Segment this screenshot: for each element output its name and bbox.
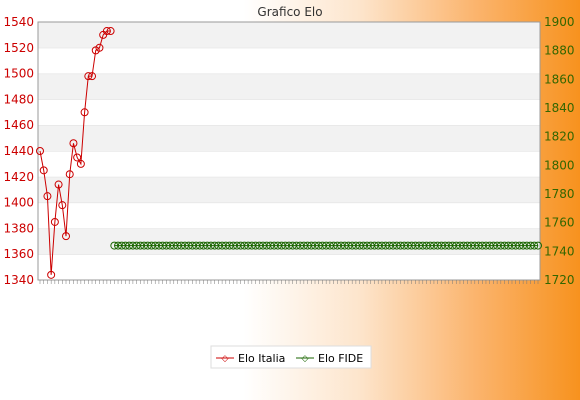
data-point	[58, 201, 67, 210]
data-point	[39, 166, 48, 175]
grid-band	[38, 125, 540, 151]
left-tick-label: 1460	[3, 118, 34, 132]
left-tick-label: 1360	[3, 247, 34, 261]
left-tick-label: 1400	[3, 196, 34, 210]
legend: ◇ Elo Italia ◇ Elo FIDE	[210, 345, 372, 369]
data-point	[62, 232, 71, 241]
data-point	[69, 139, 78, 148]
grid-band	[38, 47, 540, 74]
right-tick-label: 1860	[544, 72, 575, 86]
grid-band	[38, 99, 540, 126]
data-point	[80, 108, 89, 117]
left-tick-label: 1340	[3, 273, 34, 287]
data-point	[50, 217, 59, 226]
grid-band	[38, 202, 540, 229]
grid-band	[38, 22, 540, 48]
chart-title: Grafico Elo	[257, 5, 322, 19]
left-tick-label: 1380	[3, 221, 34, 235]
right-tick-label: 1740	[544, 244, 575, 258]
legend-label-italia: Elo Italia	[238, 352, 285, 365]
grid-band	[38, 151, 540, 177]
data-point	[47, 270, 56, 279]
data-point	[36, 147, 44, 155]
right-tick-label: 1900	[544, 15, 575, 29]
right-tick-label: 1840	[544, 101, 575, 115]
legend-marker-fide-glyph: ◇	[302, 354, 309, 364]
data-point	[88, 72, 97, 81]
right-axis: 1720 1740 1760 1780 1800 1820 1840 1860 1880 1900	[544, 15, 575, 287]
right-tick-label: 1760	[544, 216, 575, 230]
legend-box	[210, 345, 372, 369]
right-tick-label: 1780	[544, 187, 575, 201]
data-point	[534, 241, 542, 250]
data-point	[73, 153, 82, 162]
right-tick-label: 1880	[544, 44, 575, 58]
grid-band	[38, 228, 540, 255]
data-point	[84, 72, 93, 81]
data-point	[43, 192, 52, 201]
x-axis	[39, 280, 539, 284]
data-point	[106, 27, 115, 36]
data-point	[65, 170, 74, 179]
data-point	[530, 241, 539, 250]
left-tick-label: 1520	[3, 41, 34, 55]
right-tick-label: 1820	[544, 130, 575, 144]
left-tick-label: 1420	[3, 170, 34, 184]
grid-bands	[38, 21, 540, 280]
data-point	[95, 43, 104, 52]
left-tick-label: 1500	[3, 67, 34, 81]
left-axis: 1340 1360 1380 1400 1420 1440 1460 1480 1500 1520…	[3, 15, 34, 287]
left-tick-label: 1480	[3, 92, 34, 106]
left-tick-label: 1440	[3, 144, 34, 158]
data-point	[54, 180, 63, 189]
grid-band	[38, 176, 540, 203]
right-tick-label: 1800	[544, 158, 575, 172]
grid-band	[38, 73, 540, 100]
legend-label-fide: Elo FIDE	[318, 352, 363, 365]
grid-band	[38, 254, 540, 280]
series-layer	[36, 27, 542, 279]
data-point	[102, 27, 111, 36]
legend-marker-italia-glyph: ◇	[222, 354, 229, 364]
right-tick-label: 1720	[544, 273, 575, 287]
left-tick-label: 1540	[3, 15, 34, 29]
data-point	[76, 159, 85, 168]
